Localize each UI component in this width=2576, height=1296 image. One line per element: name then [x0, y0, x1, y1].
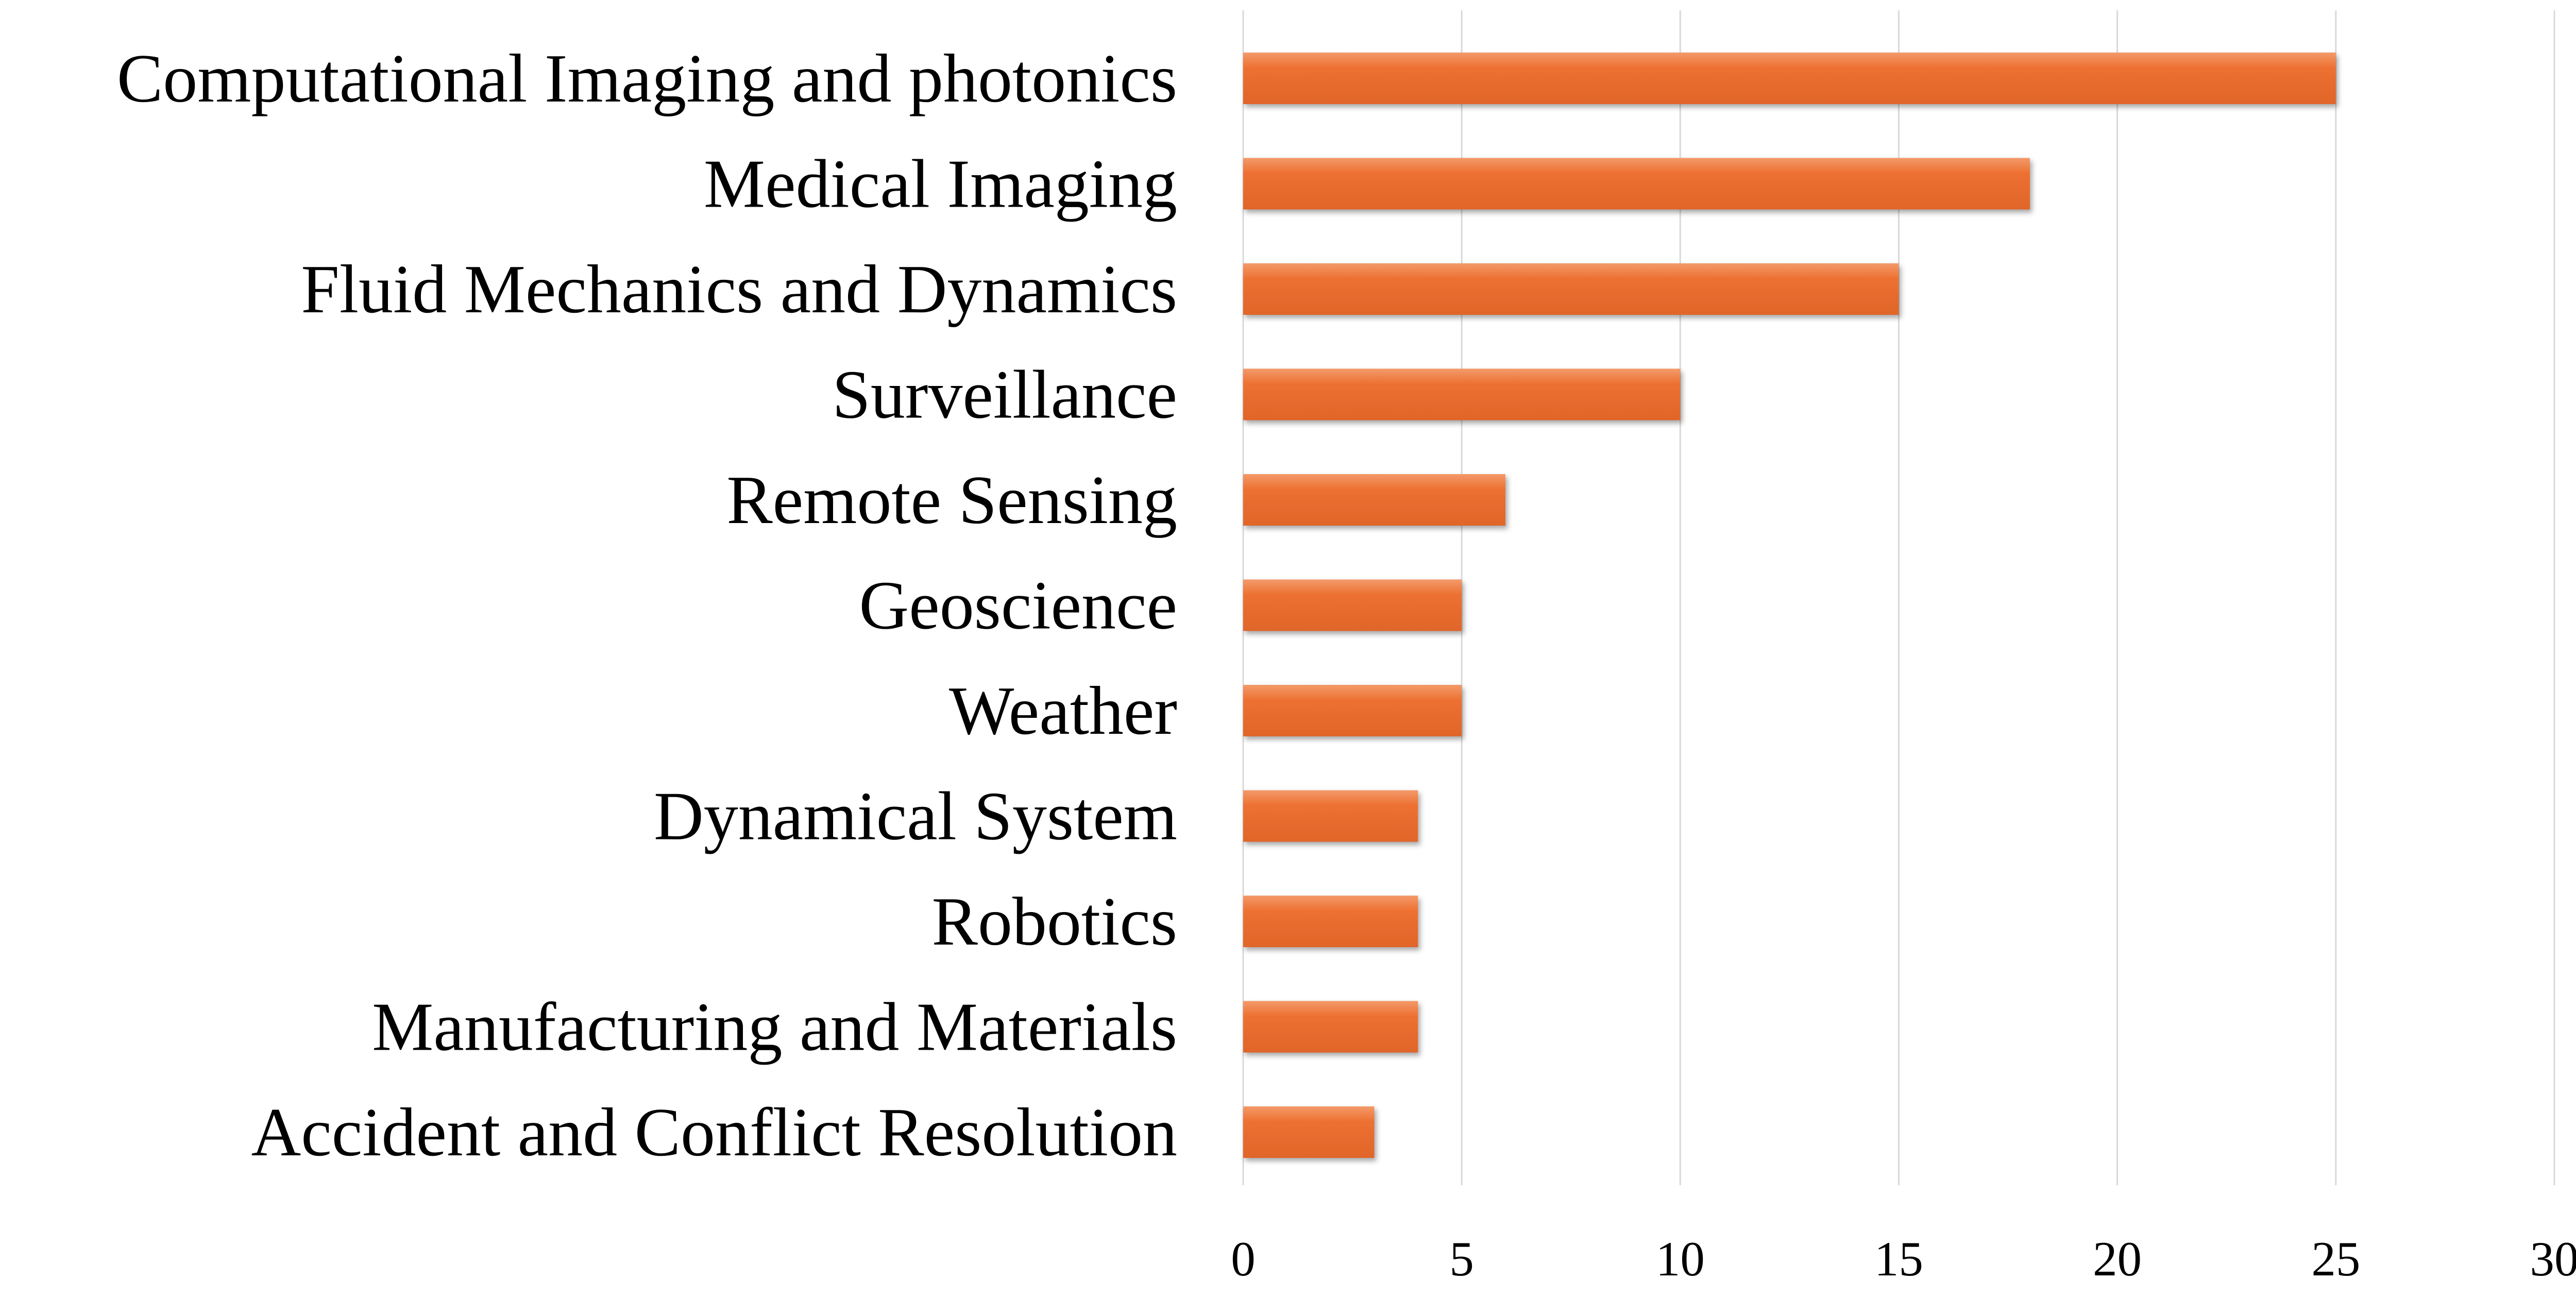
category-label: Surveillance — [832, 357, 1177, 433]
category-label: Dynamical System — [654, 778, 1177, 854]
bar — [1243, 53, 2336, 104]
bar — [1243, 263, 1899, 315]
bar — [1243, 579, 1462, 631]
bar — [1243, 1106, 1375, 1158]
category-label: Computational Imaging and photonics — [117, 40, 1177, 116]
category-label: Weather — [949, 672, 1177, 749]
bar — [1243, 474, 1505, 526]
x-tick-label: 30 — [2530, 1232, 2576, 1286]
x-axis-tick-labels: 0 5 10 15 20 25 30 — [1231, 1232, 2576, 1286]
bar — [1243, 685, 1462, 736]
x-tick-label: 15 — [1874, 1232, 1923, 1286]
x-tick-label: 10 — [1656, 1232, 1705, 1286]
bar — [1243, 790, 1418, 842]
category-label: Remote Sensing — [726, 462, 1177, 538]
category-label: Accident and Conflict Resolution — [251, 1094, 1177, 1170]
x-tick-label: 20 — [2093, 1232, 2142, 1286]
category-labels: Computational Imaging and photonics Medic… — [117, 40, 1177, 1170]
bar — [1243, 896, 1418, 947]
category-label: Medical Imaging — [704, 146, 1177, 222]
bars — [1243, 53, 2336, 1158]
category-label: Geoscience — [859, 567, 1177, 644]
category-label: Robotics — [932, 883, 1177, 960]
x-tick-label: 5 — [1449, 1232, 1474, 1286]
bar — [1243, 368, 1681, 420]
category-label: Fluid Mechanics and Dynamics — [301, 251, 1177, 327]
category-label: Manufacturing and Materials — [372, 989, 1177, 1065]
x-tick-label: 25 — [2311, 1232, 2360, 1286]
bar — [1243, 158, 2030, 210]
x-tick-label: 0 — [1231, 1232, 1256, 1286]
bar — [1243, 1001, 1418, 1053]
